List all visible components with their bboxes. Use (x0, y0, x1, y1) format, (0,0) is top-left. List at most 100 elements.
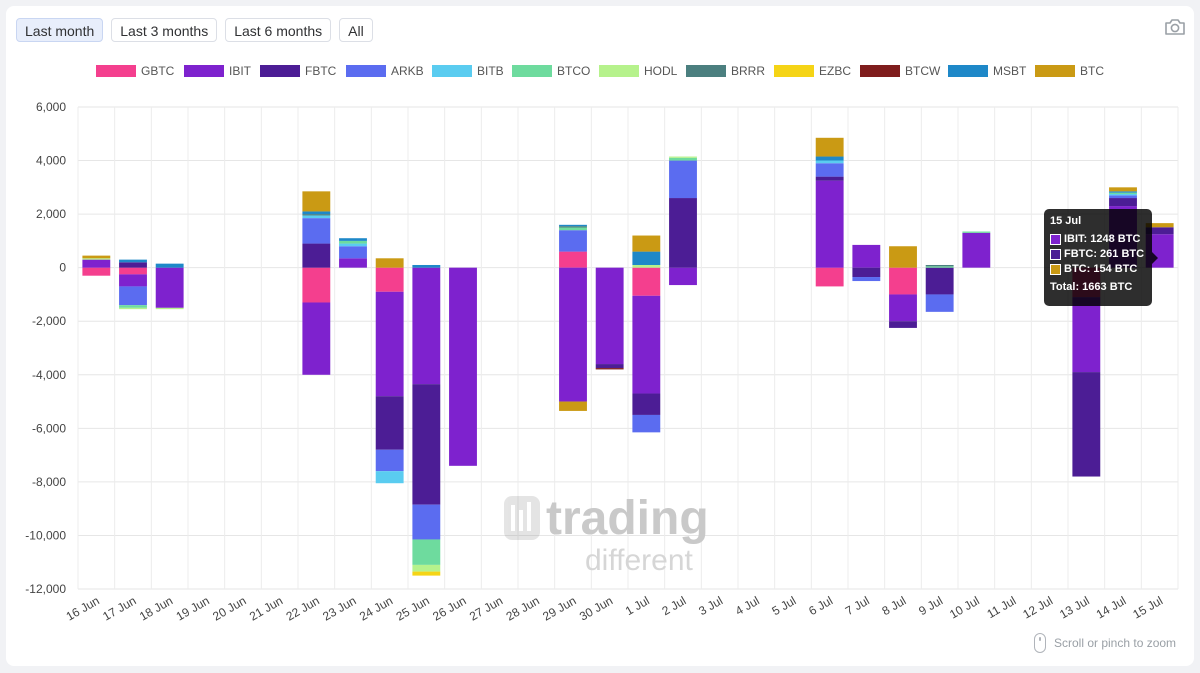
bar-segment-msbt[interactable] (155, 263, 184, 268)
legend-item-fbtc[interactable]: FBTC (260, 64, 337, 78)
bar-segment-gbtc[interactable] (889, 267, 917, 295)
bar-segment-msbt[interactable] (632, 251, 661, 265)
bar-segment-btc[interactable] (302, 191, 331, 212)
legend-item-arkb[interactable]: ARKB (346, 64, 424, 78)
bar-segment-ibit[interactable] (595, 267, 624, 365)
bar-segment-hodl[interactable] (82, 258, 111, 260)
bar-segment-fbtc[interactable] (669, 198, 697, 268)
bar-segment-btc[interactable] (632, 235, 661, 252)
bar-segment-hodl[interactable] (632, 264, 661, 268)
bar-segment-msbt[interactable] (559, 224, 587, 227)
bar-segment-fbtc[interactable] (852, 267, 881, 278)
bar-segment-arkb[interactable] (669, 160, 697, 199)
bar-segment-gbtc[interactable] (632, 267, 661, 296)
bar-segment-msbt[interactable] (302, 211, 331, 215)
bar-segment-hodl[interactable] (155, 307, 184, 310)
bar-segment-btco[interactable] (925, 266, 954, 268)
bar-segment-fbtc[interactable] (632, 393, 661, 415)
legend-item-brrr[interactable]: BRRR (686, 64, 765, 78)
legend-item-ezbc[interactable]: EZBC (774, 64, 851, 78)
bar-segment-ibit[interactable] (632, 295, 661, 394)
bar-segment-fbtc[interactable] (1145, 227, 1174, 235)
bar-segment-msbt[interactable] (339, 238, 367, 241)
bar-segment-gbtc[interactable] (302, 267, 331, 303)
bar-segment-brrr[interactable] (302, 214, 331, 216)
legend-item-btcw[interactable]: BTCW (860, 64, 941, 78)
bar-segment-arkb[interactable] (375, 449, 404, 472)
bar-segment-fbtc[interactable] (925, 267, 954, 295)
bar-segment-btc[interactable] (82, 255, 111, 259)
bar-segment-arkb[interactable] (1109, 195, 1137, 199)
bar-segment-bitb[interactable] (375, 471, 404, 484)
bar-segment-ibit[interactable] (119, 274, 147, 287)
bar-segment-bitb[interactable] (1109, 194, 1137, 196)
bar-segment-fbtc[interactable] (1072, 372, 1101, 477)
bar-segment-fbtc[interactable] (119, 262, 147, 268)
bar-segment-ezbc[interactable] (412, 571, 441, 576)
bar-segment-arkb[interactable] (412, 504, 441, 540)
bar-segment-fbtc[interactable] (375, 396, 404, 450)
bar-segment-fbtc[interactable] (412, 384, 441, 505)
bar-segment-ibit[interactable] (815, 180, 844, 268)
bar-segment-gbtc[interactable] (119, 267, 147, 275)
range-last-month-button[interactable]: Last month (16, 18, 104, 42)
bar-segment-fbtc[interactable] (889, 321, 917, 328)
bar-segment-fbtc[interactable] (595, 364, 624, 369)
bar-segment-gbtc[interactable] (375, 267, 404, 292)
bar-segment-arkb[interactable] (119, 286, 147, 306)
bar-segment-btco[interactable] (962, 231, 991, 233)
bar-segment-arkb[interactable] (339, 246, 367, 259)
legend-item-btc[interactable]: BTC (1035, 64, 1104, 78)
bar-segment-msbt[interactable] (412, 264, 441, 268)
bar-segment-ibit[interactable] (449, 267, 477, 466)
bar-segment-btco[interactable] (339, 240, 367, 244)
range-last-3-months-button[interactable]: Last 3 months (111, 18, 218, 42)
bar-segment-fbtc[interactable] (302, 243, 331, 268)
bar-segment-brrr[interactable] (559, 226, 587, 228)
bar-segment-btc[interactable] (815, 137, 844, 157)
bar-segment-ibit[interactable] (302, 302, 331, 375)
legend-item-ibit[interactable]: IBIT (184, 64, 252, 78)
bar-segment-hodl[interactable] (412, 564, 441, 572)
bar-segment-gbtc[interactable] (815, 267, 844, 287)
bar-segment-fbtc[interactable] (1109, 198, 1137, 207)
bar-segment-btco[interactable] (412, 539, 441, 565)
bar-segment-btco[interactable] (119, 305, 147, 308)
camera-icon[interactable] (1164, 17, 1186, 37)
bar-segment-arkb[interactable] (852, 277, 881, 282)
bar-segment-msbt[interactable] (815, 156, 844, 161)
legend-item-gbtc[interactable]: GBTC (96, 64, 175, 78)
bar-segment-ibit[interactable] (155, 267, 184, 308)
bar-segment-ibit[interactable] (962, 232, 991, 268)
bar-segment-btc[interactable] (559, 401, 587, 411)
bar-segment-bitb[interactable] (815, 160, 844, 164)
bar-segment-arkb[interactable] (815, 163, 844, 177)
bar-segment-ibit[interactable] (669, 267, 697, 286)
bar-segment-btc[interactable] (1145, 223, 1174, 228)
bar-segment-ibit[interactable] (852, 244, 881, 268)
bar-segment-brrr[interactable] (925, 264, 954, 267)
bar-segment-btc[interactable] (1109, 187, 1137, 192)
bar-segment-msbt[interactable] (1109, 191, 1137, 193)
bar-segment-bitb[interactable] (302, 215, 331, 219)
bar-segment-btc[interactable] (375, 258, 404, 268)
bar-segment-ibit[interactable] (375, 291, 404, 397)
bar-segment-arkb[interactable] (302, 218, 331, 244)
bar-segment-msbt[interactable] (119, 259, 147, 263)
bar-segment-bitb[interactable] (339, 243, 367, 247)
bar-segment-gbtc[interactable] (82, 267, 111, 276)
legend-item-bitb[interactable]: BITB (432, 64, 504, 78)
bar-segment-ibit[interactable] (412, 267, 441, 385)
range-all-button[interactable]: All (339, 18, 373, 42)
bar-segment-btcw[interactable] (595, 368, 624, 370)
bar-segment-arkb[interactable] (632, 414, 661, 433)
legend-item-msbt[interactable]: MSBT (948, 64, 1027, 78)
legend-item-btco[interactable]: BTCO (512, 64, 590, 78)
bar-segment-ibit[interactable] (559, 267, 587, 402)
bar-segment-ibit[interactable] (339, 258, 367, 268)
bar-segment-fbtc[interactable] (815, 176, 844, 181)
bar-segment-arkb[interactable] (925, 294, 954, 312)
bar-segment-ibit[interactable] (1072, 297, 1101, 373)
bar-segment-hodl[interactable] (119, 307, 147, 310)
bar-segment-gbtc[interactable] (559, 251, 587, 268)
